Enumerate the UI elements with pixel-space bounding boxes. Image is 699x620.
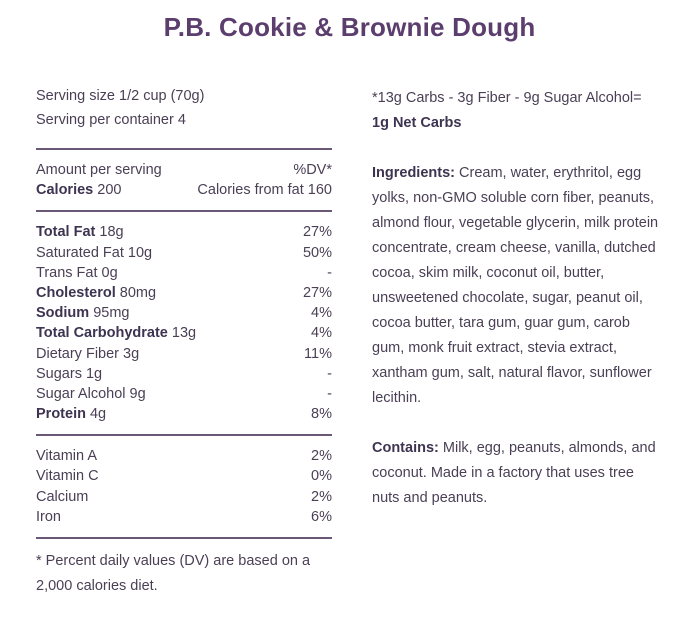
nutrient-dv: 8% <box>311 406 332 423</box>
nutrient-dv: 27% <box>302 224 332 241</box>
nutrient-dv: - <box>327 264 332 281</box>
vitamins-list: Vitamin A 2% Vitamin C 0% Calcium 2% Iron 6% <box>36 436 332 537</box>
nutrient-dv: - <box>327 385 332 402</box>
product-title: P.B. Cookie & Brownie Dough <box>163 12 536 42</box>
nutrient-row: Total Fat 18g 27% <box>36 222 332 242</box>
vitamin-label: Iron <box>36 508 61 525</box>
vitamin-dv: 0% <box>311 468 332 485</box>
nutrient-name: Sugar Alcohol 9g <box>36 384 146 404</box>
contains: Contains: Milk, egg, peanuts, almonds, a… <box>372 436 664 511</box>
nutrient-row: Total Carbohydrate 13g 4% <box>36 323 332 343</box>
nutrient-name: Sugars 1g <box>36 364 102 384</box>
vitamin-dv: 2% <box>311 488 332 505</box>
vitamin-dv: 2% <box>311 448 332 465</box>
nutrient-dv: 27% <box>302 284 332 301</box>
nutrient-name: Cholesterol 80mg <box>36 283 156 303</box>
nutrient-label: Sugar Alcohol <box>36 385 126 402</box>
nutrient-name: Total Fat 18g <box>36 222 124 242</box>
servings-per-container: Serving per container 4 <box>36 112 186 128</box>
nutrient-amount: 18g <box>99 224 124 241</box>
nutrient-row: Cholesterol 80mg 27% <box>36 283 332 303</box>
nutrient-row: Dietary Fiber 3g 11% <box>36 344 332 364</box>
nutrient-amount: 80mg <box>119 284 157 301</box>
calories-row: Calories 200 Calories from fat 160 <box>36 180 332 200</box>
vitamin-row: Calcium 2% <box>36 487 332 507</box>
nutrient-row: Sugars 1g - <box>36 364 332 384</box>
divider <box>36 210 332 213</box>
nutrient-name: Saturated Fat 10g <box>36 243 152 263</box>
nutrient-amount: 13g <box>171 325 197 342</box>
nutrient-name: Sodium 95mg <box>36 303 129 323</box>
vitamin-label: Vitamin A <box>36 448 97 465</box>
nutrient-dv: 4% <box>311 325 332 342</box>
nutrient-label: Trans Fat <box>36 264 98 281</box>
product-info-panel: *13g Carbs - 3g Fiber - 9g Sugar Alcohol… <box>372 86 664 511</box>
calories-label: Calories <box>36 182 94 199</box>
nutrients-list: Total Fat 18g 27% Saturated Fat 10g 50% Tran… <box>36 212 332 434</box>
nutrient-amount: 4g <box>89 406 107 423</box>
nutrient-amount: 9g <box>129 385 146 402</box>
amount-row: Amount per serving %DV* <box>36 160 332 180</box>
net-carbs: *13g Carbs - 3g Fiber - 9g Sugar Alcohol… <box>372 86 664 136</box>
nutrient-dv: 50% <box>302 244 332 261</box>
nutrient-amount: 95mg <box>93 305 130 322</box>
nutrient-amount: 3g <box>123 345 140 362</box>
nutrient-row: Protein 4g 8% <box>36 404 332 424</box>
nutrient-name: Total Carbohydrate 13g <box>36 323 196 343</box>
nutrient-label: Sugars <box>36 365 82 382</box>
nutrient-label: Total Fat <box>36 224 96 241</box>
net-carbs-formula: *13g Carbs - 3g Fiber - 9g Sugar Alcohol… <box>372 90 642 106</box>
divider <box>36 148 332 150</box>
nutrient-label: Cholesterol <box>36 284 116 301</box>
nutrient-label: Protein <box>36 406 86 423</box>
nutrient-label: Sodium <box>36 305 90 322</box>
divider <box>36 434 332 437</box>
vitamin-label: Vitamin C <box>36 468 99 485</box>
ingredients-text: Cream, water, erythritol, egg yolks, non… <box>372 165 659 406</box>
divider <box>36 537 332 539</box>
nutrient-dv: 11% <box>304 345 332 362</box>
net-carbs-result: 1g Net Carbs <box>372 115 462 131</box>
vitamin-row: Vitamin A 2% <box>36 446 332 466</box>
contains-text: Milk, egg, peanuts, almonds, and coconut… <box>372 440 656 506</box>
nutrition-facts-panel: Serving size 1/2 cup (70g) Serving per c… <box>36 86 332 599</box>
calories-value: 200 <box>97 182 122 199</box>
dv-footnote: * Percent daily values (DV) are based on… <box>36 553 311 594</box>
nutrient-row: Sodium 95mg 4% <box>36 303 332 323</box>
nutrient-label: Dietary Fiber <box>36 345 119 362</box>
nutrient-row: Trans Fat 0g - <box>36 263 332 283</box>
nutrient-row: Saturated Fat 10g 50% <box>36 243 332 263</box>
ingredients: Ingredients: Cream, water, erythritol, e… <box>372 161 664 411</box>
nutrient-amount: 0g <box>101 264 118 281</box>
nutrient-name: Protein 4g <box>36 404 106 424</box>
nutrient-dv: 4% <box>311 305 332 322</box>
nutrient-row: Sugar Alcohol 9g - <box>36 384 332 404</box>
calories-from-fat: Calories from fat 160 <box>197 182 332 199</box>
vitamin-label: Calcium <box>36 488 89 505</box>
serving-size: Serving size 1/2 cup (70g) <box>36 88 205 104</box>
nutrient-name: Dietary Fiber 3g <box>36 344 139 364</box>
nutrient-label: Total Carbohydrate <box>36 325 168 342</box>
calories-section: Amount per serving %DV* Calories 200 Cal… <box>36 150 332 210</box>
nutrient-name: Trans Fat 0g <box>36 263 118 283</box>
vitamin-row: Vitamin C 0% <box>36 466 332 486</box>
vitamin-row: Iron 6% <box>36 507 332 527</box>
dv-header: %DV* <box>293 162 332 178</box>
nutrient-dv: - <box>327 365 332 382</box>
contains-label: Contains: <box>372 440 439 456</box>
nutrient-amount: 10g <box>127 244 153 261</box>
nutrient-label: Saturated Fat <box>36 244 124 261</box>
ingredients-label: Ingredients: <box>372 165 455 181</box>
amount-label: Amount per serving <box>36 162 162 178</box>
vitamin-dv: 6% <box>311 508 332 525</box>
nutrient-amount: 1g <box>85 365 103 382</box>
